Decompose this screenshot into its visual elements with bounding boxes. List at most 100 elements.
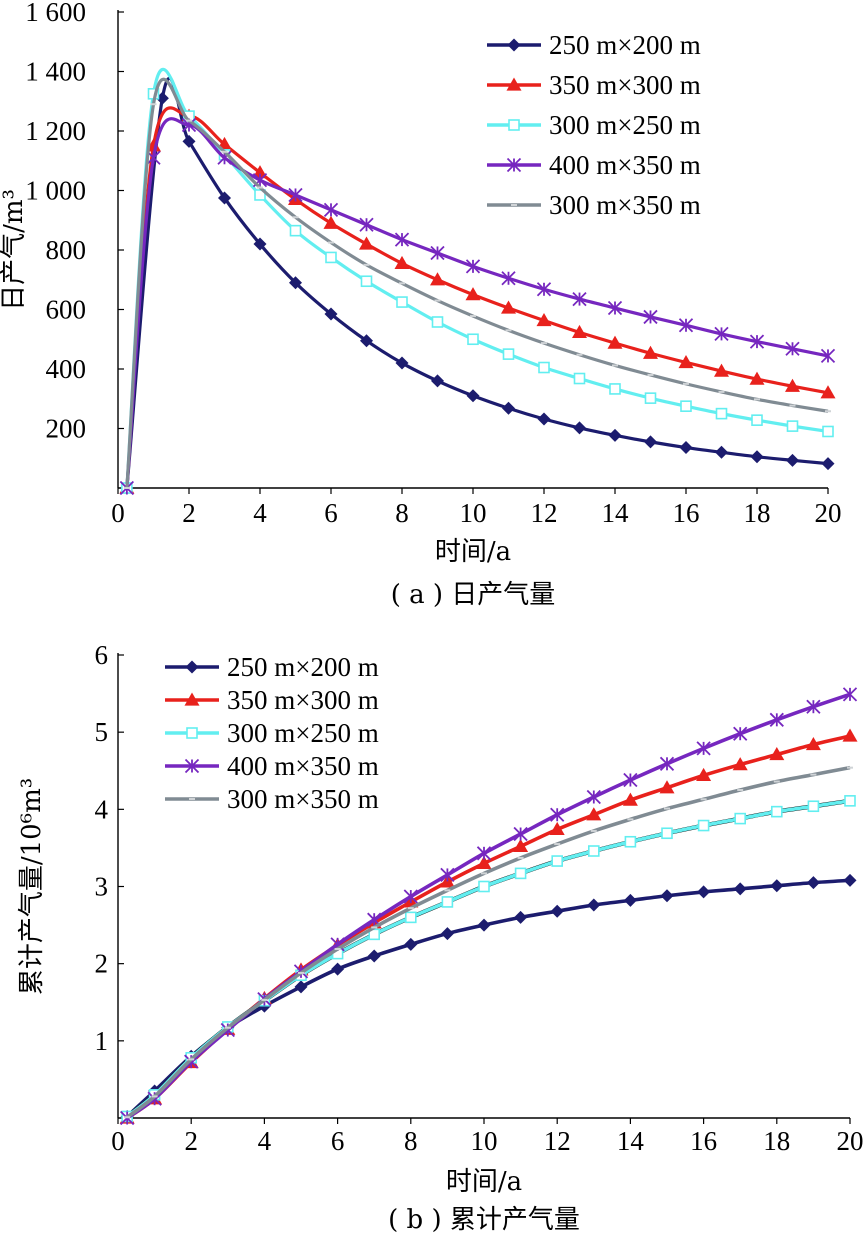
data-point <box>478 880 490 893</box>
data-point <box>394 232 410 247</box>
x-tick-label: 0 <box>111 1126 125 1156</box>
triangle-marker-shape <box>714 363 729 377</box>
data-point <box>253 237 267 251</box>
data-point <box>821 457 835 471</box>
triangle-marker-shape <box>252 165 268 179</box>
legend-label: 400 m×350 m <box>227 751 379 781</box>
legend: 250 m×200 m 350 m×300 m 300 m×250 m 400 m×3… <box>487 30 701 220</box>
x-tick-label: 6 <box>324 498 338 528</box>
data-point <box>806 699 821 714</box>
data-point <box>477 918 491 932</box>
square-marker-shape <box>508 119 520 131</box>
triangle-marker-shape <box>749 371 765 385</box>
data-point <box>465 287 481 301</box>
legend-label: 300 m×350 m <box>549 190 701 220</box>
triangle-marker-shape <box>769 747 785 761</box>
data-point <box>513 838 529 852</box>
data-point <box>770 805 783 818</box>
diamond-marker-shape <box>440 927 454 941</box>
data-point <box>466 389 480 403</box>
y-tick-label: 1 000 <box>25 176 86 206</box>
diamond-marker-shape <box>507 38 521 52</box>
data-point <box>715 445 728 459</box>
x-tick-label: 4 <box>253 498 267 528</box>
data-point <box>441 896 454 908</box>
data-point <box>622 792 638 806</box>
x-tick-label: 16 <box>690 1126 717 1156</box>
data-point <box>696 767 712 782</box>
diamond-marker-shape <box>821 457 835 471</box>
legend-marker <box>508 119 520 131</box>
square-marker-shape <box>467 333 479 346</box>
series-line <box>125 117 829 489</box>
data-point <box>679 441 693 455</box>
triangle-marker-shape <box>842 728 858 742</box>
data-point <box>806 876 820 890</box>
diamond-marker-shape <box>185 660 199 674</box>
data-point <box>820 348 836 364</box>
square-marker-shape <box>844 795 856 807</box>
data-point <box>502 401 515 415</box>
data-point <box>537 412 551 426</box>
data-point <box>323 215 339 229</box>
diamond-marker-shape <box>294 980 308 994</box>
y-tick-label: 6 <box>95 640 109 670</box>
triangle-marker-shape <box>785 378 800 392</box>
triangle-marker-shape <box>536 313 552 327</box>
y-tick-label: 1 200 <box>25 116 86 146</box>
triangle-marker-shape <box>622 792 638 806</box>
square-marker-shape <box>289 224 302 237</box>
legend-item: 300 m×350 m <box>165 784 379 814</box>
series-star <box>119 117 836 496</box>
square-marker-shape <box>404 911 417 924</box>
data-point <box>786 453 799 467</box>
data-point <box>822 425 834 438</box>
x-axis-title: 时间/a <box>435 537 511 567</box>
triangle-marker-shape <box>184 692 200 706</box>
legend-marker <box>185 660 199 674</box>
data-point <box>501 271 516 286</box>
data-point <box>586 789 601 805</box>
legend-label: 300 m×250 m <box>227 718 379 748</box>
diamond-marker-shape <box>466 389 480 403</box>
data-point <box>325 251 337 264</box>
data-point <box>609 383 621 395</box>
series-square <box>121 795 856 1123</box>
triangle-marker-shape <box>394 255 410 270</box>
diamond-marker-shape <box>431 374 444 388</box>
diamond-marker-shape <box>395 356 409 370</box>
triangle-marker-shape <box>430 272 445 286</box>
diamond-marker-shape <box>324 307 338 321</box>
chart-panel-a: 0 2 4 6 8 10 12 14 16 18 20 200 400 600 800 1 000 1 200 1… <box>0 0 842 610</box>
data-point <box>623 772 638 788</box>
x-tick-label: 14 <box>617 1126 645 1156</box>
square-marker-shape <box>609 383 621 395</box>
diamond-marker-shape <box>715 445 728 459</box>
diamond-marker-shape <box>331 962 345 976</box>
data-point <box>367 949 381 963</box>
panel-caption: ( b ) 累计产气量 <box>388 1205 580 1235</box>
series-line <box>125 77 829 489</box>
data-point <box>733 882 747 896</box>
y-tick-label: 1 600 <box>25 0 86 27</box>
panel-caption: ( a ) 日产气量 <box>391 580 556 610</box>
square-marker-shape <box>734 812 747 825</box>
triangle-marker-shape <box>572 324 587 339</box>
data-point <box>502 348 515 360</box>
square-marker-shape <box>551 855 564 867</box>
data-point <box>696 741 711 756</box>
data-point <box>751 414 763 426</box>
square-marker-shape <box>715 407 728 420</box>
square-marker-shape <box>644 392 657 404</box>
x-tick-label: 20 <box>837 1126 864 1156</box>
data-point <box>182 134 196 148</box>
data-point <box>842 728 858 742</box>
diamond-marker-shape <box>644 435 657 449</box>
data-point <box>514 910 528 924</box>
data-point <box>697 885 711 899</box>
data-point <box>501 300 516 314</box>
series-dash <box>124 765 853 1119</box>
y-tick-label: 600 <box>46 295 87 325</box>
data-point <box>252 165 268 179</box>
data-point <box>430 272 445 286</box>
